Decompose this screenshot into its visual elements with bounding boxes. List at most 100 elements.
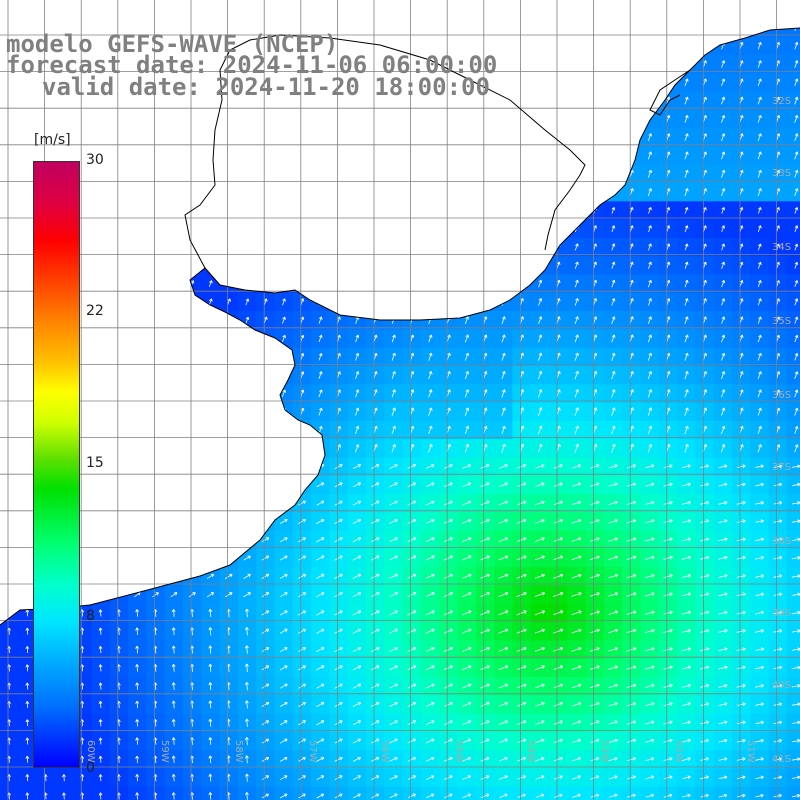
wind-speed-cell — [384, 567, 404, 587]
wind-speed-cell — [366, 475, 385, 495]
wind-speed-cell — [347, 622, 367, 642]
wind-speed-cell — [347, 713, 367, 733]
wind-speed-cell — [329, 603, 349, 623]
wind-speed-cell — [274, 658, 294, 678]
lat-label: 37S — [772, 462, 792, 473]
wind-speed-cell — [183, 585, 202, 605]
wind-speed-cell — [329, 750, 349, 770]
wind-speed-cell — [786, 420, 800, 440]
lat-label: 41S — [772, 754, 792, 765]
wind-speed-cell — [311, 658, 330, 678]
wind-speed-cell — [274, 549, 294, 568]
wind-speed-cell — [237, 567, 257, 587]
wind-speed-cell — [311, 622, 330, 642]
lon-label: 58W — [233, 740, 244, 763]
wind-speed-cell — [256, 603, 276, 623]
wind-speed-cell — [384, 768, 404, 788]
wind-speed-cell — [786, 274, 800, 294]
wind-speed-cell — [329, 713, 349, 733]
lon-label: 57W — [307, 740, 318, 763]
wind-speed-cell — [292, 622, 312, 642]
wind-speed-cell — [347, 732, 367, 751]
wind-speed-cell — [384, 640, 404, 660]
wind-speed-cell — [274, 677, 294, 696]
wind-speed-cell — [329, 567, 349, 587]
wind-speed-cell — [292, 713, 312, 733]
wind-speed-cell — [786, 786, 800, 800]
wind-speed-cell — [366, 622, 385, 642]
wind-speed-cell — [366, 695, 385, 715]
wind-speed-cell — [292, 640, 312, 660]
wind-speed-cell — [603, 786, 623, 800]
wind-speed-cell — [311, 475, 330, 495]
wind-speed-cell — [366, 512, 385, 532]
wind-speed-cell — [549, 786, 568, 800]
wind-speed-cell — [274, 622, 294, 642]
wind-speed-cell — [329, 768, 349, 788]
wind-speed-cell — [256, 640, 276, 660]
lon-label: 60W — [85, 740, 96, 763]
lon-label: 56W — [379, 740, 390, 763]
wind-speed-cell — [329, 677, 349, 696]
wind-speed-cell — [311, 786, 330, 800]
wind-speed-cell — [329, 732, 349, 751]
wind-speed-cell — [494, 786, 513, 800]
wind-speed-cell — [366, 658, 385, 678]
wind-speed-cell — [347, 695, 367, 715]
wind-speed-cell — [366, 585, 385, 605]
lat-label: 38S — [772, 536, 792, 547]
wind-speed-cell — [292, 603, 312, 623]
wind-speed-cell — [786, 128, 800, 147]
wind-speed-cell — [347, 530, 367, 550]
wind-speed-cell — [329, 695, 349, 715]
wind-speed-cell — [786, 54, 800, 74]
wind-speed-cell — [256, 567, 276, 587]
wind-speed-cell — [585, 786, 605, 800]
wind-speed-cell — [786, 219, 800, 239]
lat-label: 34S — [772, 242, 792, 253]
wind-speed-cell — [256, 585, 276, 605]
wind-speed-cell — [786, 164, 800, 184]
wind-speed-cell — [274, 786, 294, 800]
lon-label: 54W — [525, 740, 536, 763]
wind-speed-cell — [786, 366, 800, 385]
wind-speed-cell — [256, 713, 276, 733]
wind-speed-cell — [786, 183, 800, 202]
wind-speed-cell — [786, 329, 800, 349]
wind-speed-cell — [786, 402, 800, 422]
lon-label: 59W — [159, 740, 170, 763]
wind-speed-cell — [366, 494, 385, 513]
wind-speed-cell — [347, 768, 367, 788]
wind-speed-cell — [329, 549, 349, 568]
lat-label: 39S — [772, 608, 792, 619]
wind-speed-cell — [384, 603, 404, 623]
wind-speed-cell — [329, 512, 349, 532]
wind-speed-cell — [786, 292, 800, 312]
wind-speed-cell — [402, 786, 422, 800]
wind-speed-cell — [329, 457, 349, 477]
wind-speed-cell — [256, 677, 276, 696]
wind-speed-cell — [347, 677, 367, 696]
wind-speed-cell — [347, 475, 367, 495]
wind-speed-cell — [311, 768, 330, 788]
wind-speed-cell — [677, 786, 696, 800]
valid-date: valid date: 2024-11-20 18:00:00 — [42, 73, 490, 101]
wind-speed-cell — [347, 567, 367, 587]
wind-speed-cell — [713, 786, 733, 800]
wind-speed-cell — [786, 91, 800, 111]
lat-label: 35S — [772, 316, 792, 327]
wind-speed-cell — [237, 585, 257, 605]
wind-speed-cell — [164, 585, 184, 605]
wind-speed-cell — [256, 786, 276, 800]
wind-speed-cell — [366, 549, 385, 568]
wind-speed-cell — [384, 494, 404, 513]
wind-speed-cell — [384, 549, 404, 568]
wind-speed-cell — [292, 677, 312, 696]
wind-speed-cell — [311, 585, 330, 605]
wind-speed-cell — [311, 677, 330, 696]
wind-speed-cell — [256, 622, 276, 642]
wind-speed-cell — [329, 640, 349, 660]
wind-speed-cell — [256, 768, 276, 788]
wind-speed-cell — [256, 658, 276, 678]
wind-speed-cell — [329, 658, 349, 678]
